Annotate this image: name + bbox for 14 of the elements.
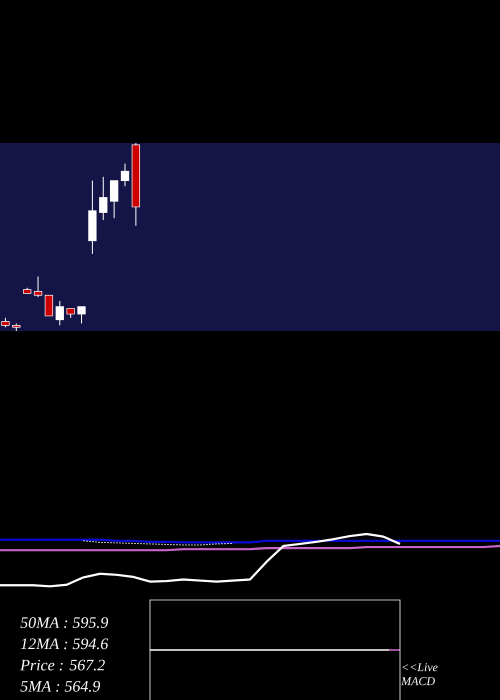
candlestick (1, 317, 10, 328)
text: <<Live MACD (401, 663, 438, 686)
text: 5MA : 564.9 (20, 680, 100, 692)
candlestick (77, 306, 86, 324)
candlestick (34, 276, 42, 298)
text: Price : 567.2 (20, 660, 105, 671)
candlestick (110, 180, 118, 219)
text: 50MA : 595.9 (20, 617, 108, 628)
candlestick (56, 300, 64, 326)
candlestick (66, 308, 75, 318)
candlestick (120, 163, 130, 187)
candlestick (44, 294, 54, 316)
candlestick (99, 176, 108, 221)
text: 12MA : 594.6 (20, 638, 108, 650)
